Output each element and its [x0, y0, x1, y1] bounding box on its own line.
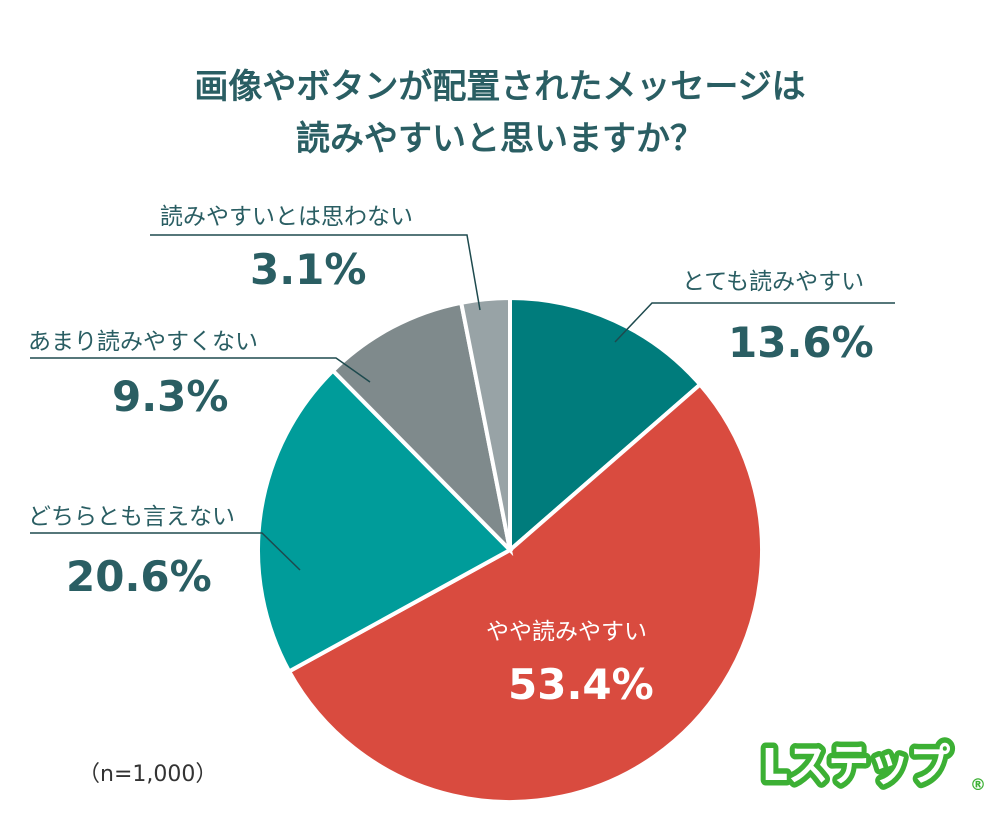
sample-size-note: （n=1,000）: [78, 762, 218, 787]
svg-text:Lステップ: Lステップ: [762, 740, 950, 791]
chart-title-line-1: 画像やボタンが配置されたメッセージは: [194, 67, 806, 107]
pie-slice-3: [330, 300, 514, 557]
svg-text:®: ®: [970, 775, 986, 794]
label-slice-4: 読みやすいとは思わない: [160, 204, 413, 230]
leader-line-1: [30, 357, 371, 383]
label-slice-3: あまり読みやすくない: [28, 329, 258, 355]
leader-line-0: [614, 302, 895, 343]
label-slice-1: やや読みやすい: [486, 619, 647, 645]
value-slice-0: 13.6%: [728, 318, 874, 367]
value-slice-2: 20.6%: [66, 552, 212, 601]
lstep-logo: Lステップ ®: [757, 728, 994, 802]
label-slice-2: どちらとも言えない: [28, 504, 235, 530]
pie-slice-4: [458, 295, 512, 551]
pie-slice-2: [256, 367, 514, 675]
value-slice-3: 9.3%: [112, 372, 229, 421]
chart-title-line-2: 読みやすいと思いますか？: [296, 119, 704, 159]
value-slice-1: 53.4%: [508, 660, 654, 709]
label-slice-0: とても読みやすい: [682, 269, 865, 295]
leader-line-2: [30, 532, 301, 571]
leader-line-3: [150, 234, 481, 311]
pie-slice-1: [286, 381, 764, 804]
value-slice-4: 3.1%: [250, 245, 367, 294]
pie-slice-0: [508, 295, 703, 555]
